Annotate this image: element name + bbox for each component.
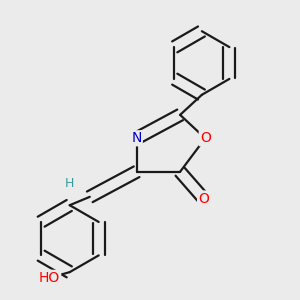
Text: N: N [131, 131, 142, 145]
Text: O: O [200, 131, 211, 145]
Text: H: H [65, 177, 74, 190]
Text: O: O [198, 191, 209, 206]
Text: HO: HO [39, 271, 60, 285]
